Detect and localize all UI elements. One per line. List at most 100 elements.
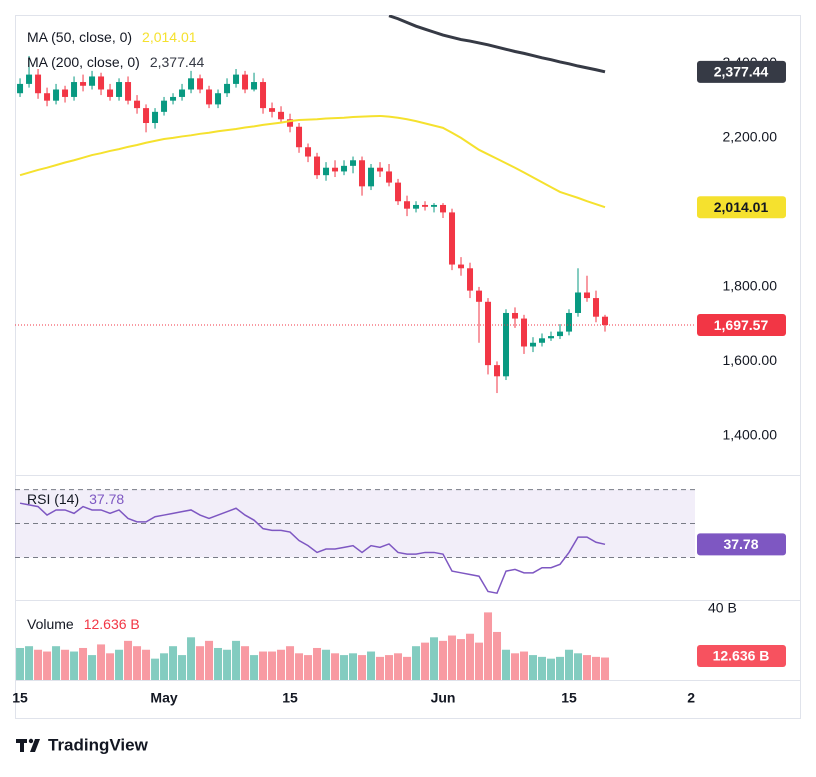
volume-bar: [340, 655, 349, 680]
candle-body: [413, 204, 420, 209]
volume-bar: [178, 655, 187, 680]
legend-value: 2,377.44: [150, 54, 205, 70]
volume-bar: [583, 655, 592, 680]
candle-body: [80, 82, 87, 86]
volume-bar: [574, 653, 583, 680]
candle-body: [71, 82, 78, 97]
ma-line: [19, 114, 606, 209]
volume-bar: [61, 649, 70, 680]
candle-body: [53, 89, 60, 101]
volume-bar: [142, 649, 151, 680]
candle-body: [89, 76, 96, 86]
y-tick-label: 2,200.00: [723, 129, 778, 145]
volume-bar: [133, 646, 142, 680]
legend: MA (50, close, 0) 2,014.01: [27, 29, 197, 45]
volume-bar: [34, 649, 43, 680]
candle-body: [152, 111, 159, 124]
volume-bar: [70, 651, 79, 680]
volume-bar: [511, 653, 520, 680]
candle-body: [377, 167, 384, 172]
volume-bar: [79, 647, 88, 680]
candle-body: [62, 89, 69, 97]
volume-bar: [259, 651, 268, 680]
volume-bar: [25, 646, 34, 680]
x-tick-label: 15: [561, 690, 577, 706]
candle-body: [458, 264, 465, 269]
candle-body: [476, 290, 483, 302]
volume-badge: [697, 645, 786, 667]
volume-bar: [601, 657, 610, 680]
x-tick-label: May: [150, 690, 177, 706]
candle-body: [557, 331, 564, 337]
candle-body: [278, 111, 285, 120]
volume-bar: [295, 653, 304, 680]
candle-body: [26, 74, 33, 84]
volume-bar: [430, 637, 439, 680]
candle-body: [170, 96, 177, 101]
pane-plot: [16, 612, 610, 680]
volume-bar: [556, 656, 565, 680]
x-tick-label: 29: [687, 690, 703, 706]
ma-badge-label: 2,014.01: [714, 199, 769, 215]
volume-bar: [349, 653, 358, 680]
legend-value: 12.636 B: [84, 616, 140, 632]
volume-bar: [529, 655, 538, 680]
candle-body: [485, 301, 492, 366]
y-tick-label: 1,400.00: [723, 427, 778, 443]
candle-body: [323, 167, 330, 176]
candle-body: [44, 93, 51, 101]
candle-body: [215, 93, 222, 105]
candle-body: [260, 82, 267, 109]
last-price-badge: [697, 314, 786, 337]
legend: Volume 12.636 B: [27, 616, 140, 632]
volume-bar: [277, 649, 286, 680]
candle-body: [503, 312, 510, 377]
volume-bar: [457, 639, 466, 680]
candle-body: [602, 316, 609, 326]
rsi-badge-label: 37.78: [723, 536, 758, 552]
volume-bar: [475, 642, 484, 680]
volume-bar: [304, 655, 313, 680]
candle-body: [593, 298, 600, 317]
legend-value: 2,014.01: [142, 29, 197, 45]
candle-body: [314, 156, 321, 176]
legend: RSI (14) 37.78: [27, 491, 124, 507]
volume-bar: [214, 647, 223, 680]
candle-body: [566, 312, 573, 332]
legend-name: MA (50, close, 0): [27, 29, 132, 45]
volume-bar: [268, 651, 277, 680]
candle-body: [116, 82, 123, 97]
volume-bar: [232, 640, 241, 680]
volume-bar: [493, 631, 502, 680]
volume-bar: [106, 653, 115, 680]
candle-body: [530, 342, 537, 347]
brand: TradingView: [48, 735, 149, 754]
volume-bar: [313, 647, 322, 680]
volume-bar: [403, 656, 412, 680]
logo: [16, 738, 40, 752]
legend-value: 37.78: [89, 491, 124, 507]
volume-bar: [124, 640, 133, 680]
candle-body: [251, 82, 258, 90]
volume-bar: [115, 649, 124, 680]
volume-bar: [322, 649, 331, 680]
volume-bar: [565, 649, 574, 680]
x-tick-label: 15: [12, 690, 28, 706]
volume-bar: [169, 646, 178, 680]
pane-plot: [15, 489, 695, 595]
last-price-badge-label: 1,697.57: [714, 317, 769, 333]
legend-name: RSI (14): [27, 491, 79, 507]
frame: [15, 15, 801, 719]
candle-body: [233, 74, 240, 84]
ma-line: [388, 15, 606, 74]
candle-body: [368, 167, 375, 187]
candle-body: [269, 108, 276, 112]
ma-badge-label: 2,377.44: [714, 64, 769, 80]
candle-body: [584, 292, 591, 299]
candle-body: [395, 182, 402, 202]
volume-bar: [520, 651, 529, 680]
volume-bar: [394, 653, 403, 680]
candle-body: [296, 126, 303, 148]
candle-body: [431, 204, 438, 207]
